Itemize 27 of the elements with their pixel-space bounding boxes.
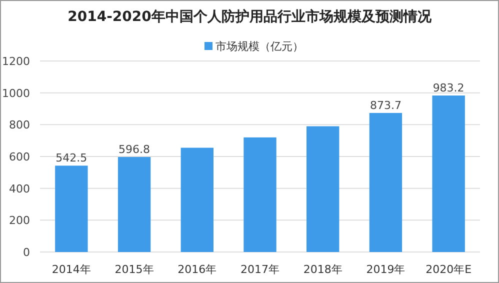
data-label: 596.8 bbox=[118, 143, 150, 156]
bar bbox=[118, 157, 151, 252]
bar bbox=[369, 112, 402, 252]
y-tick-label: 0 bbox=[23, 246, 30, 259]
data-label: 873.7 bbox=[370, 98, 402, 112]
bar bbox=[244, 137, 276, 252]
data-label: 542.5 bbox=[56, 152, 88, 165]
x-tick-label: 2015年 bbox=[114, 263, 154, 276]
chart-title: 2014-2020年中国个人防护用品行业市场规模及预测情况 bbox=[68, 8, 432, 25]
y-tick-label: 400 bbox=[9, 182, 30, 196]
x-tick-label: 2016年 bbox=[178, 263, 217, 276]
x-tick-label: 2019年 bbox=[366, 263, 406, 276]
x-tick-label: 2014年 bbox=[52, 263, 91, 276]
y-tick-label: 200 bbox=[9, 214, 30, 228]
bar bbox=[306, 126, 340, 252]
bar bbox=[180, 148, 214, 252]
y-tick-label: 1200 bbox=[2, 55, 30, 68]
bar bbox=[432, 96, 465, 252]
y-tick-label: 800 bbox=[9, 118, 30, 132]
x-tick-label: 2018年 bbox=[303, 263, 342, 276]
bar bbox=[55, 166, 88, 252]
x-tick-label: 2020年E bbox=[426, 263, 472, 276]
y-tick-label: 1000 bbox=[2, 86, 30, 100]
legend-label: 市场规模（亿元） bbox=[216, 40, 304, 53]
x-tick-label: 2017年 bbox=[240, 263, 280, 276]
y-tick-label: 600 bbox=[9, 150, 30, 164]
data-label: 983.2 bbox=[432, 82, 464, 95]
